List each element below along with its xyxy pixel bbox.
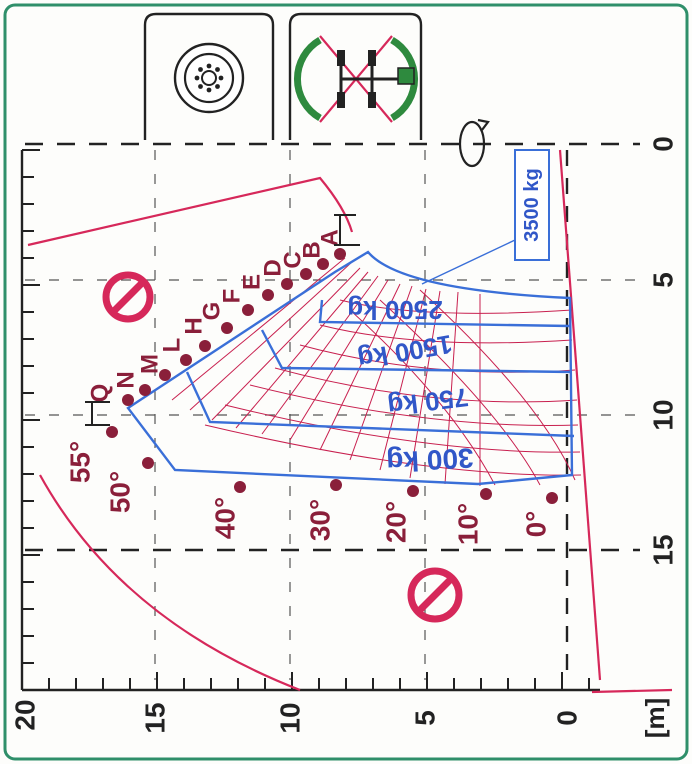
extension-label: H (181, 317, 208, 334)
extension-label: A (317, 229, 344, 246)
rotation-arrow-icon (458, 118, 490, 168)
extension-label: N (113, 371, 140, 388)
angle-label: 30° (305, 499, 336, 541)
angle-markers: 55° 50° 40° 30° 20° 10° 0° (65, 426, 558, 545)
svg-text:3500 kg: 3500 kg (521, 168, 543, 241)
x-tick-label: 5 (648, 272, 679, 288)
fork-icon (334, 214, 360, 246)
wheel-icon (173, 42, 245, 114)
load-label-750: 750 kg (386, 382, 470, 422)
axes (20, 149, 600, 692)
extension-label: M (137, 354, 164, 374)
load-label-1500: 1500 kg (355, 329, 454, 375)
extension-label: D (260, 259, 287, 276)
extension-label: B (299, 241, 326, 258)
extension-label: E (239, 274, 266, 290)
x-axis-labels: 0 5 10 15 20 (10, 136, 679, 730)
fork-icon (85, 401, 110, 426)
extension-label: G (199, 302, 226, 321)
outrigger-up-panel (143, 12, 275, 140)
outrigger-down-panel (288, 12, 423, 140)
angle-label: 10° (453, 503, 484, 545)
angle-label: 50° (105, 471, 136, 513)
angle-label: 0° (521, 511, 552, 538)
y-tick-label: 15 (140, 702, 171, 733)
stabilizer-icon (294, 35, 418, 123)
angle-label: 55° (65, 441, 96, 483)
load-label-3500: 3500 kg (514, 149, 550, 261)
angle-label: 20° (381, 501, 412, 543)
y-tick-label: 0 (552, 710, 583, 726)
y-axis-labels: 0 5 10 15 [m] (140, 698, 671, 738)
extension-label: F (219, 289, 246, 304)
x-tick-label: 0 (648, 136, 679, 152)
x-tick-label: 20 (10, 699, 41, 730)
extension-label: L (159, 338, 186, 353)
load-label-2500: 2500 kg (347, 295, 442, 325)
load-label-300: 300 kg (386, 442, 475, 478)
envelope-curves (27, 149, 673, 694)
load-zones (126, 239, 575, 486)
y-tick-label: 5 (410, 710, 441, 726)
forbidden-icon (407, 567, 463, 623)
chart-frame (3, 3, 689, 761)
extension-label: C (280, 251, 307, 268)
grid (25, 142, 640, 680)
extension-markers: A B C D E F G H L M N Q (87, 229, 346, 406)
angle-label: 40° (210, 497, 241, 539)
load-pointer (421, 239, 516, 285)
x-tick-label: 15 (648, 534, 679, 565)
x-tick-label: 10 (648, 399, 679, 430)
y-unit-label: [m] (640, 698, 670, 738)
extension-label: Q (87, 384, 114, 403)
y-tick-label: 10 (275, 702, 306, 733)
forbidden-icon (102, 271, 154, 323)
